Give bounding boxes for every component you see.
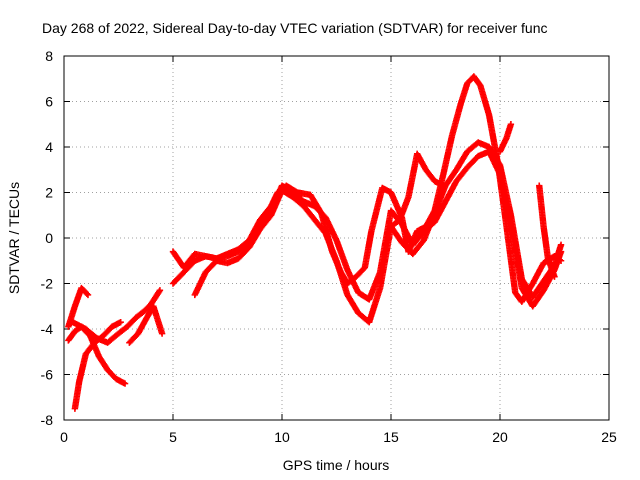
- data-point: [83, 290, 91, 297]
- plot-frame: [63, 55, 610, 421]
- y-tick-label: -2: [41, 276, 54, 292]
- data-point: [507, 121, 515, 128]
- data-point: [121, 380, 129, 387]
- y-tick-label: 4: [45, 139, 53, 155]
- series-trace-h: [191, 139, 565, 326]
- y-tick-label: -4: [41, 321, 54, 337]
- y-tick-label: 2: [45, 185, 53, 201]
- y-tick-label: 8: [45, 48, 53, 64]
- tick-labels: 0 5 10 15 20 25 -8 -6 -4 -2 0 2 4 6 8: [41, 48, 617, 445]
- y-tick-label: 0: [45, 230, 53, 246]
- y-tick-label: -8: [41, 412, 54, 428]
- y-tick-label: -6: [41, 367, 54, 383]
- series-trace-d: [69, 287, 164, 346]
- x-tick-label: 25: [601, 429, 617, 445]
- series-trace-e: [126, 303, 166, 346]
- data-point: [84, 291, 92, 299]
- chart-title: Day 268 of 2022, Sidereal Day-to-day VTE…: [42, 20, 548, 36]
- y-axis-label: SDTVAR / TECUs: [6, 182, 22, 294]
- x-tick-label: 0: [60, 429, 68, 445]
- data-point: [557, 241, 565, 249]
- series-trace-j: [496, 121, 515, 155]
- data-layer: [65, 73, 565, 412]
- series-trace-k: [536, 182, 558, 280]
- x-axis-label: GPS time / hours: [283, 457, 390, 473]
- data-point: [551, 273, 558, 280]
- x-tick-label: 15: [383, 429, 399, 445]
- series-trace-b: [65, 284, 92, 330]
- x-tick-label: 5: [169, 429, 177, 445]
- series-trace-i: [387, 150, 447, 230]
- x-tick-label: 20: [492, 429, 508, 445]
- x-tick-label: 10: [274, 429, 290, 445]
- data-point: [158, 330, 166, 337]
- data-point: [117, 318, 124, 326]
- y-tick-label: 6: [45, 94, 53, 110]
- series-trace-c: [71, 318, 124, 412]
- data-point: [440, 182, 447, 189]
- data-point: [156, 287, 164, 294]
